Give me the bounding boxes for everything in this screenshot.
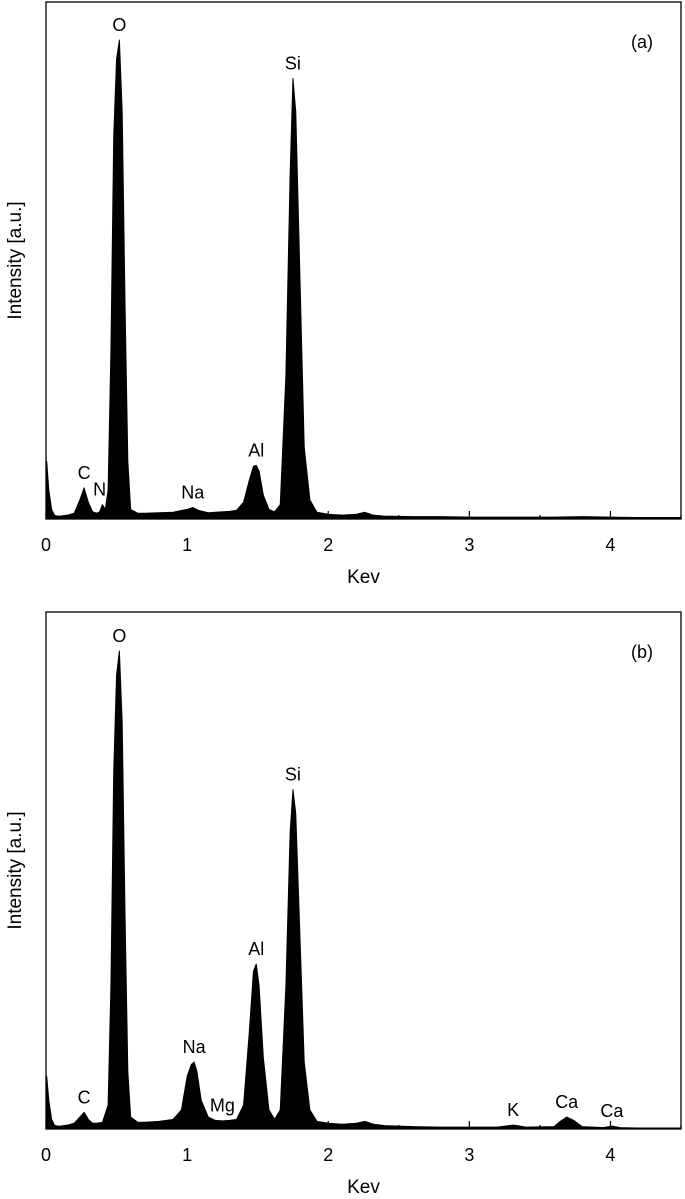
- spectrum-area: [45, 650, 682, 1130]
- panel-label: (a): [631, 32, 653, 52]
- peak-label-k: K: [507, 1100, 519, 1120]
- x-tick-label-0: 0: [41, 1145, 51, 1165]
- spectrum-panel-b: 0 1 2 3 4 Kev Intensity [a.u.] (b) O Si Al Na C Mg K Ca…: [5, 611, 682, 1198]
- peak-label-n: N: [93, 480, 106, 500]
- x-tick-label-0: 0: [41, 535, 51, 555]
- peak-label-o: O: [112, 626, 126, 646]
- peak-label-ca: Ca: [555, 1092, 579, 1112]
- y-axis-title: Intensity [a.u.]: [5, 201, 26, 319]
- x-tick-label-2: 2: [323, 535, 333, 555]
- spectrum-area: [45, 39, 682, 520]
- peak-label-al: Al: [248, 440, 264, 460]
- peak-label-si: Si: [285, 53, 301, 73]
- peak-label-si: Si: [285, 765, 301, 785]
- x-tick-label-1: 1: [182, 535, 192, 555]
- x-tick-label-4: 4: [605, 535, 615, 555]
- plot-frame: [45, 1, 682, 520]
- x-axis-title: Kev: [347, 567, 380, 588]
- peak-label-mg: Mg: [210, 1095, 235, 1115]
- x-tick-label-3: 3: [464, 535, 474, 555]
- peak-label-na: Na: [181, 483, 205, 503]
- peak-label-c: C: [78, 1087, 91, 1107]
- x-tick-label-2: 2: [323, 1145, 333, 1165]
- spectrum-panel-a: 0 1 2 3 4 Kev Intensity [a.u.] (a) O Si CN Na Al: [5, 1, 682, 588]
- panel-label: (b): [631, 642, 653, 662]
- peak-label-al: Al: [248, 939, 264, 959]
- peak-label-ca: Ca: [600, 1101, 624, 1121]
- x-tick-label-1: 1: [182, 1145, 192, 1165]
- x-tick-label-4: 4: [605, 1145, 615, 1165]
- peak-label-o: O: [112, 15, 126, 35]
- peak-label-na: Na: [183, 1037, 207, 1057]
- x-tick-label-3: 3: [464, 1145, 474, 1165]
- y-axis-title: Intensity [a.u.]: [5, 811, 26, 929]
- peak-label-c: C: [78, 463, 91, 483]
- plot-frame: [45, 611, 682, 1130]
- x-axis-title: Kev: [347, 1177, 380, 1198]
